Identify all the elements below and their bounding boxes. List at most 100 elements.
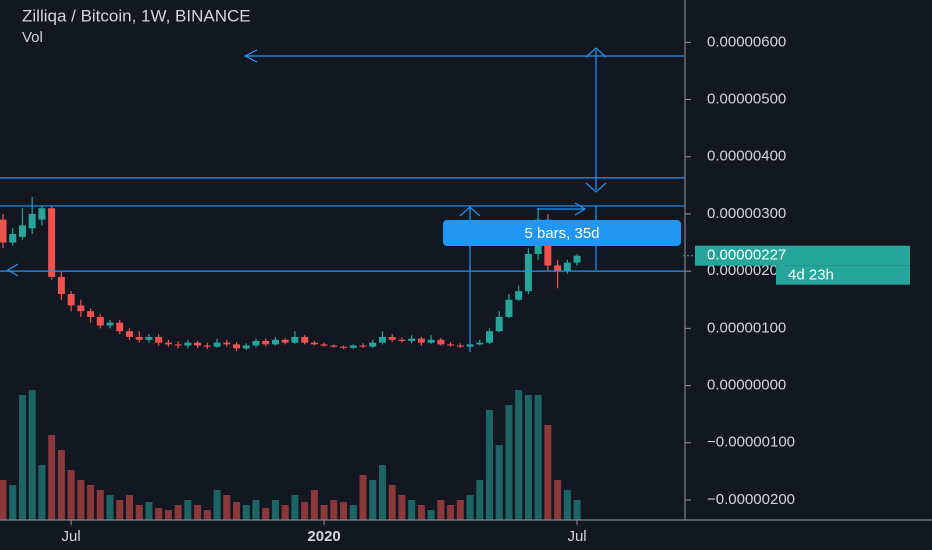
- candle-body: [330, 345, 338, 347]
- volume-bar: [87, 485, 95, 520]
- candle-body: [9, 233, 17, 243]
- volume-bar: [28, 390, 36, 520]
- volume-bar: [213, 490, 221, 520]
- candle-body: [359, 345, 367, 347]
- volume-bar: [573, 500, 581, 520]
- candle-body: [369, 342, 377, 347]
- volume-bar: [242, 505, 250, 520]
- volume-bar: [223, 495, 231, 520]
- volume-bar: [106, 495, 114, 520]
- volume-bar: [515, 390, 523, 520]
- x-tick-label: 2020: [307, 528, 340, 545]
- candle-body: [427, 339, 435, 343]
- candle-body: [291, 336, 299, 343]
- candle-body: [194, 342, 202, 346]
- volume-bar: [330, 500, 338, 520]
- volume-bar: [398, 495, 406, 520]
- volume-bar: [203, 510, 211, 520]
- candle-body: [486, 331, 493, 343]
- candle-body: [563, 262, 571, 272]
- candle-body: [554, 265, 562, 272]
- annotation-box: [443, 220, 681, 246]
- volume-bar: [408, 500, 416, 520]
- volume-bar: [271, 500, 279, 520]
- candle-body: [495, 316, 503, 332]
- candle-body: [340, 346, 348, 348]
- y-tick-label: 0.00000200: [707, 262, 786, 279]
- volume-bar: [77, 480, 85, 520]
- y-tick-label: 0.00000400: [707, 148, 786, 165]
- last-price-tag: [695, 245, 910, 266]
- volume-bar: [262, 508, 270, 520]
- candle-body: [252, 340, 260, 346]
- volume-bar: [0, 480, 7, 520]
- candle-body: [281, 339, 289, 343]
- candle-body: [57, 276, 65, 295]
- countdown: 4d 23h: [788, 267, 834, 284]
- y-tick-label: 0.00000000: [707, 377, 786, 394]
- candle-body: [573, 255, 581, 263]
- candle-body: [155, 336, 163, 343]
- candle-body: [398, 339, 406, 341]
- candle-body: [262, 340, 270, 345]
- candle-body: [320, 344, 328, 346]
- candle-body: [174, 344, 182, 346]
- y-tick-label: 0.00000500: [707, 91, 786, 108]
- candle-body: [28, 213, 36, 229]
- volume-bar: [534, 395, 542, 520]
- arrow-head: [459, 206, 481, 217]
- candle-body: [48, 208, 56, 277]
- arrow-head: [6, 263, 19, 277]
- volume-bar: [340, 502, 348, 520]
- volume-bar: [486, 410, 493, 520]
- volume-bar: [194, 505, 202, 520]
- volume-bar: [388, 485, 396, 520]
- candle-body: [213, 342, 221, 347]
- arrow-head: [574, 202, 587, 216]
- candle-body: [524, 253, 532, 292]
- volume-bar: [38, 465, 46, 520]
- arrow-head: [585, 182, 607, 193]
- volume-bar: [310, 490, 318, 520]
- candle-body: [515, 291, 523, 300]
- countdown-tag: [776, 265, 910, 285]
- candle-body: [233, 344, 241, 349]
- volume-bar: [544, 425, 552, 520]
- y-tick-label: −0.00000100: [707, 434, 795, 451]
- candle-body: [203, 345, 211, 347]
- volume-bar: [145, 502, 153, 520]
- volume-bar: [554, 480, 562, 520]
- volume-bar: [184, 500, 192, 520]
- candle-body: [437, 339, 445, 345]
- annotation: 5 bars, 35d: [524, 225, 599, 242]
- candle-body: [476, 342, 484, 345]
- volume-bar: [447, 505, 455, 520]
- volume-bar: [437, 500, 445, 520]
- candle-body: [87, 311, 95, 317]
- volume-bar: [116, 500, 124, 520]
- volume-bar: [378, 465, 386, 520]
- candle-body: [310, 342, 318, 345]
- volume-bar: [466, 495, 474, 520]
- candle-body: [67, 294, 75, 306]
- volume-bar: [281, 505, 289, 520]
- y-tick-label: 0.00000600: [707, 33, 786, 50]
- volume-bar: [135, 505, 143, 520]
- candle-body: [125, 331, 133, 337]
- volume-bar: [9, 485, 17, 520]
- candle-body: [456, 345, 464, 347]
- candle-body: [388, 336, 396, 340]
- volume-bar: [57, 450, 65, 520]
- volume-bar: [563, 490, 571, 520]
- volume-bar: [417, 505, 425, 520]
- candle-body: [18, 225, 26, 237]
- volume-bar: [301, 502, 309, 520]
- candle-body: [184, 342, 192, 346]
- candle-body: [417, 338, 425, 343]
- volume-pane: [0, 390, 581, 520]
- candle-body: [38, 208, 46, 220]
- volume-bar: [291, 495, 299, 520]
- x-tick-label: Jul: [62, 528, 81, 545]
- volume-bar: [505, 405, 513, 520]
